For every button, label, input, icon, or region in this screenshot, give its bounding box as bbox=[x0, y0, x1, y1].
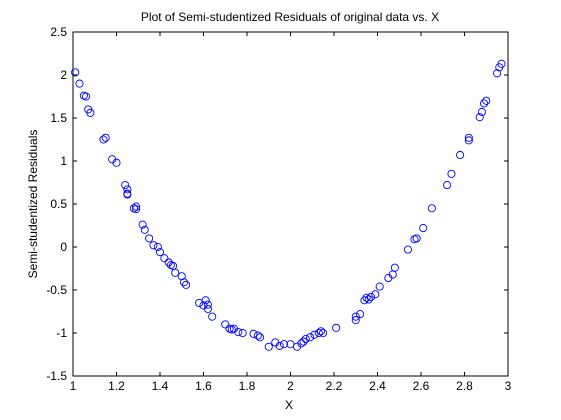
data-point bbox=[297, 339, 306, 348]
data-point bbox=[155, 248, 165, 257]
data-point bbox=[238, 328, 247, 338]
data-point bbox=[99, 135, 108, 144]
data-point bbox=[456, 150, 465, 160]
data-point bbox=[140, 225, 149, 234]
data-point bbox=[351, 312, 360, 321]
data-point bbox=[351, 316, 360, 325]
data-point bbox=[255, 333, 265, 342]
x-tick-label: 1.2 bbox=[108, 379, 125, 393]
x-axis-ticks: 1 1.2 1.4 1.6 1.8 2 2.2 2.4 2.6 2.8 3 bbox=[70, 32, 512, 393]
data-point bbox=[375, 282, 384, 291]
data-point bbox=[182, 280, 191, 289]
data-point bbox=[475, 113, 484, 122]
data-point bbox=[412, 234, 421, 243]
data-point bbox=[123, 190, 132, 199]
data-point bbox=[138, 220, 147, 229]
data-point bbox=[179, 278, 188, 287]
data-point bbox=[264, 342, 273, 351]
data-point bbox=[112, 158, 121, 167]
data-point bbox=[177, 272, 186, 281]
data-point bbox=[364, 295, 373, 304]
data-point bbox=[301, 334, 310, 344]
data-point bbox=[497, 59, 506, 68]
data-point bbox=[149, 241, 158, 250]
data-point bbox=[279, 340, 289, 349]
data-point bbox=[464, 136, 473, 145]
data-point bbox=[203, 300, 212, 309]
data-point bbox=[482, 96, 491, 105]
x-tick-label: 2.6 bbox=[413, 379, 430, 393]
y-axis-label: Semi-studentized Residuals bbox=[26, 130, 40, 279]
data-point bbox=[316, 327, 326, 336]
x-tick-label: 2.8 bbox=[456, 379, 473, 393]
y-tick-label: -1.5 bbox=[46, 369, 67, 383]
y-tick-label: 1 bbox=[60, 154, 67, 168]
data-point bbox=[171, 268, 180, 277]
data-point bbox=[480, 99, 489, 108]
data-point bbox=[101, 133, 110, 142]
x-tick-label: 1.4 bbox=[152, 379, 169, 393]
x-tick-label: 1.6 bbox=[195, 379, 212, 393]
data-point bbox=[477, 107, 486, 117]
x-tick-label: 2 bbox=[287, 379, 294, 393]
data-point bbox=[299, 337, 308, 346]
data-point bbox=[201, 296, 210, 305]
x-tick-label: 1.8 bbox=[239, 379, 256, 393]
y-tick-label: 2 bbox=[60, 68, 67, 82]
data-point bbox=[356, 310, 365, 319]
data-point bbox=[443, 181, 452, 190]
data-point bbox=[75, 79, 84, 88]
data-point bbox=[153, 242, 162, 252]
data-point bbox=[419, 224, 428, 233]
data-point bbox=[145, 234, 154, 243]
data-point bbox=[366, 292, 376, 301]
data-point bbox=[427, 204, 436, 213]
data-point bbox=[306, 333, 315, 342]
x-tick-label: 2.2 bbox=[326, 379, 343, 393]
data-point bbox=[464, 133, 473, 142]
data-point bbox=[249, 329, 258, 338]
data-point bbox=[362, 293, 371, 302]
data-point bbox=[275, 341, 284, 350]
data-point bbox=[121, 181, 130, 190]
data-point bbox=[314, 328, 323, 338]
data-point bbox=[86, 108, 95, 117]
data-point bbox=[208, 312, 217, 321]
data-points bbox=[71, 59, 506, 351]
x-axis-label: X bbox=[285, 398, 293, 412]
data-point bbox=[132, 205, 141, 214]
data-point bbox=[332, 323, 341, 332]
data-point bbox=[371, 290, 380, 299]
data-point bbox=[360, 296, 369, 305]
data-point bbox=[160, 254, 169, 263]
y-tick-label: 0 bbox=[60, 240, 67, 254]
data-point bbox=[123, 185, 132, 194]
data-point bbox=[493, 69, 502, 78]
y-tick-label: 2.5 bbox=[50, 25, 67, 39]
data-point bbox=[234, 328, 243, 337]
x-tick-label: 1 bbox=[70, 379, 77, 393]
data-point bbox=[310, 330, 319, 339]
data-point bbox=[82, 92, 91, 101]
y-tick-label: -0.5 bbox=[46, 283, 67, 297]
y-tick-label: 1.5 bbox=[50, 111, 67, 125]
data-point bbox=[132, 202, 141, 211]
y-tick-label: 0.5 bbox=[50, 197, 67, 211]
data-point bbox=[403, 245, 413, 254]
data-point bbox=[390, 263, 399, 272]
chart-title: Plot of Semi-studentized Residuals of or… bbox=[141, 10, 439, 24]
data-point bbox=[203, 304, 212, 313]
y-axis-ticks: -1.5 -1 -0.5 0 0.5 1 1.5 2 2.5 bbox=[46, 25, 508, 383]
x-tick-label: 2.4 bbox=[369, 379, 386, 393]
x-tick-label: 3 bbox=[505, 379, 512, 393]
data-point bbox=[253, 331, 262, 340]
data-point bbox=[221, 320, 230, 329]
data-point bbox=[71, 68, 80, 77]
data-point bbox=[319, 328, 328, 338]
y-tick-label: -1 bbox=[56, 326, 67, 340]
data-point bbox=[447, 169, 456, 178]
